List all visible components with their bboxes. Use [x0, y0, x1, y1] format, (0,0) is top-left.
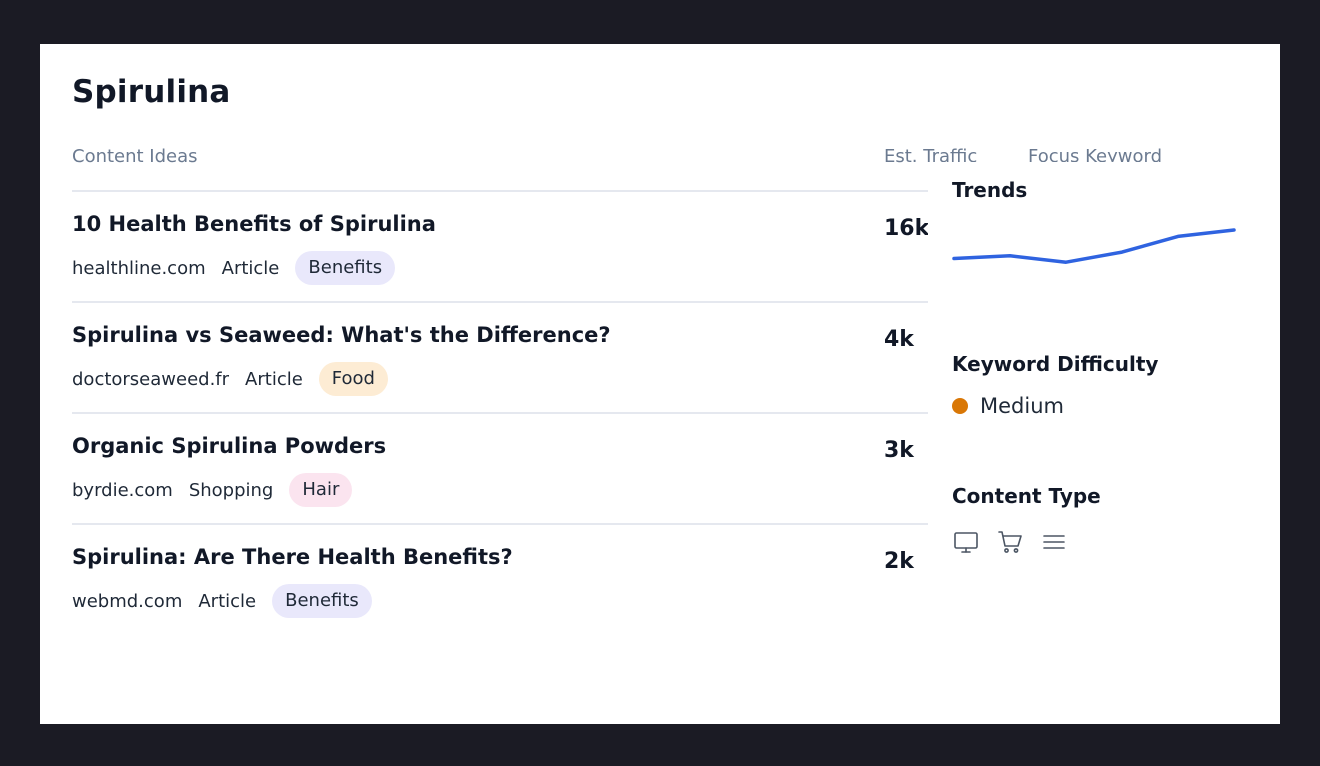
topic-tag: Food: [318, 362, 388, 396]
content-type-icons: [952, 528, 1084, 556]
idea-meta: doctorseaweed.fr Article Food: [72, 361, 388, 397]
table-row[interactable]: Spirulina vs Seaweed: What's the Differe…: [72, 301, 928, 412]
difficulty-dot-icon: [952, 398, 968, 414]
page-title: Spirulina: [72, 74, 231, 110]
traffic-value: 4k: [884, 327, 914, 352]
trends-title: Trends: [952, 178, 1028, 202]
trend-line: [952, 228, 1236, 264]
table-row[interactable]: Spirulina: Are There Health Benefits? we…: [72, 523, 928, 634]
traffic-value: 2k: [884, 549, 914, 574]
idea-domain: webmd.com: [72, 590, 183, 612]
idea-title[interactable]: Spirulina vs Seaweed: What's the Differe…: [72, 323, 611, 347]
shopping-cart-icon[interactable]: [996, 528, 1024, 556]
content-ideas-card: Spirulina Content Ideas Est. Traffic Foc…: [40, 44, 1280, 724]
topic-tag: Hair: [289, 473, 353, 507]
table-row[interactable]: Organic Spirulina Powders byrdie.com Sho…: [72, 412, 928, 523]
keyword-difficulty-title: Keyword Difficulty: [952, 352, 1159, 376]
idea-domain: healthline.com: [72, 257, 206, 279]
monitor-icon[interactable]: [952, 528, 980, 556]
idea-meta: webmd.com Article Benefits: [72, 583, 372, 619]
idea-meta: healthline.com Article Benefits: [72, 250, 396, 286]
content-ideas-list: 10 Health Benefits of Spirulina healthli…: [72, 190, 930, 634]
idea-title[interactable]: Spirulina: Are There Health Benefits?: [72, 545, 513, 569]
keyword-detail-panel: Trends Keyword Difficulty Medium Content…: [928, 162, 1280, 722]
idea-type: Article: [221, 257, 280, 279]
trend-sparkline: [952, 228, 1236, 264]
column-header-est-traffic[interactable]: Est. Traffic: [884, 146, 978, 167]
idea-title[interactable]: 10 Health Benefits of Spirulina: [72, 212, 436, 236]
column-header-content-ideas[interactable]: Content Ideas: [72, 146, 198, 167]
column-header-focus-keyword[interactable]: Focus Keyword: [1028, 146, 1163, 167]
idea-domain: doctorseaweed.fr: [72, 368, 230, 390]
table-row[interactable]: 10 Health Benefits of Spirulina healthli…: [72, 190, 930, 301]
topic-tag: Benefits: [272, 584, 372, 618]
idea-domain: byrdie.com: [72, 479, 173, 501]
idea-meta: byrdie.com Shopping Hair: [72, 472, 353, 508]
traffic-value: 3k: [884, 438, 914, 463]
keyword-difficulty-value: Medium: [980, 394, 1064, 418]
idea-type: Shopping: [188, 479, 274, 501]
idea-type: Article: [198, 590, 257, 612]
idea-type: Article: [245, 368, 303, 390]
content-type-title: Content Type: [952, 484, 1101, 508]
traffic-value: 16k: [884, 216, 930, 241]
keyword-difficulty-indicator: Medium: [952, 394, 1064, 418]
list-icon[interactable]: [1040, 528, 1068, 556]
idea-title[interactable]: Organic Spirulina Powders: [72, 434, 387, 458]
topic-tag: Benefits: [295, 251, 396, 285]
